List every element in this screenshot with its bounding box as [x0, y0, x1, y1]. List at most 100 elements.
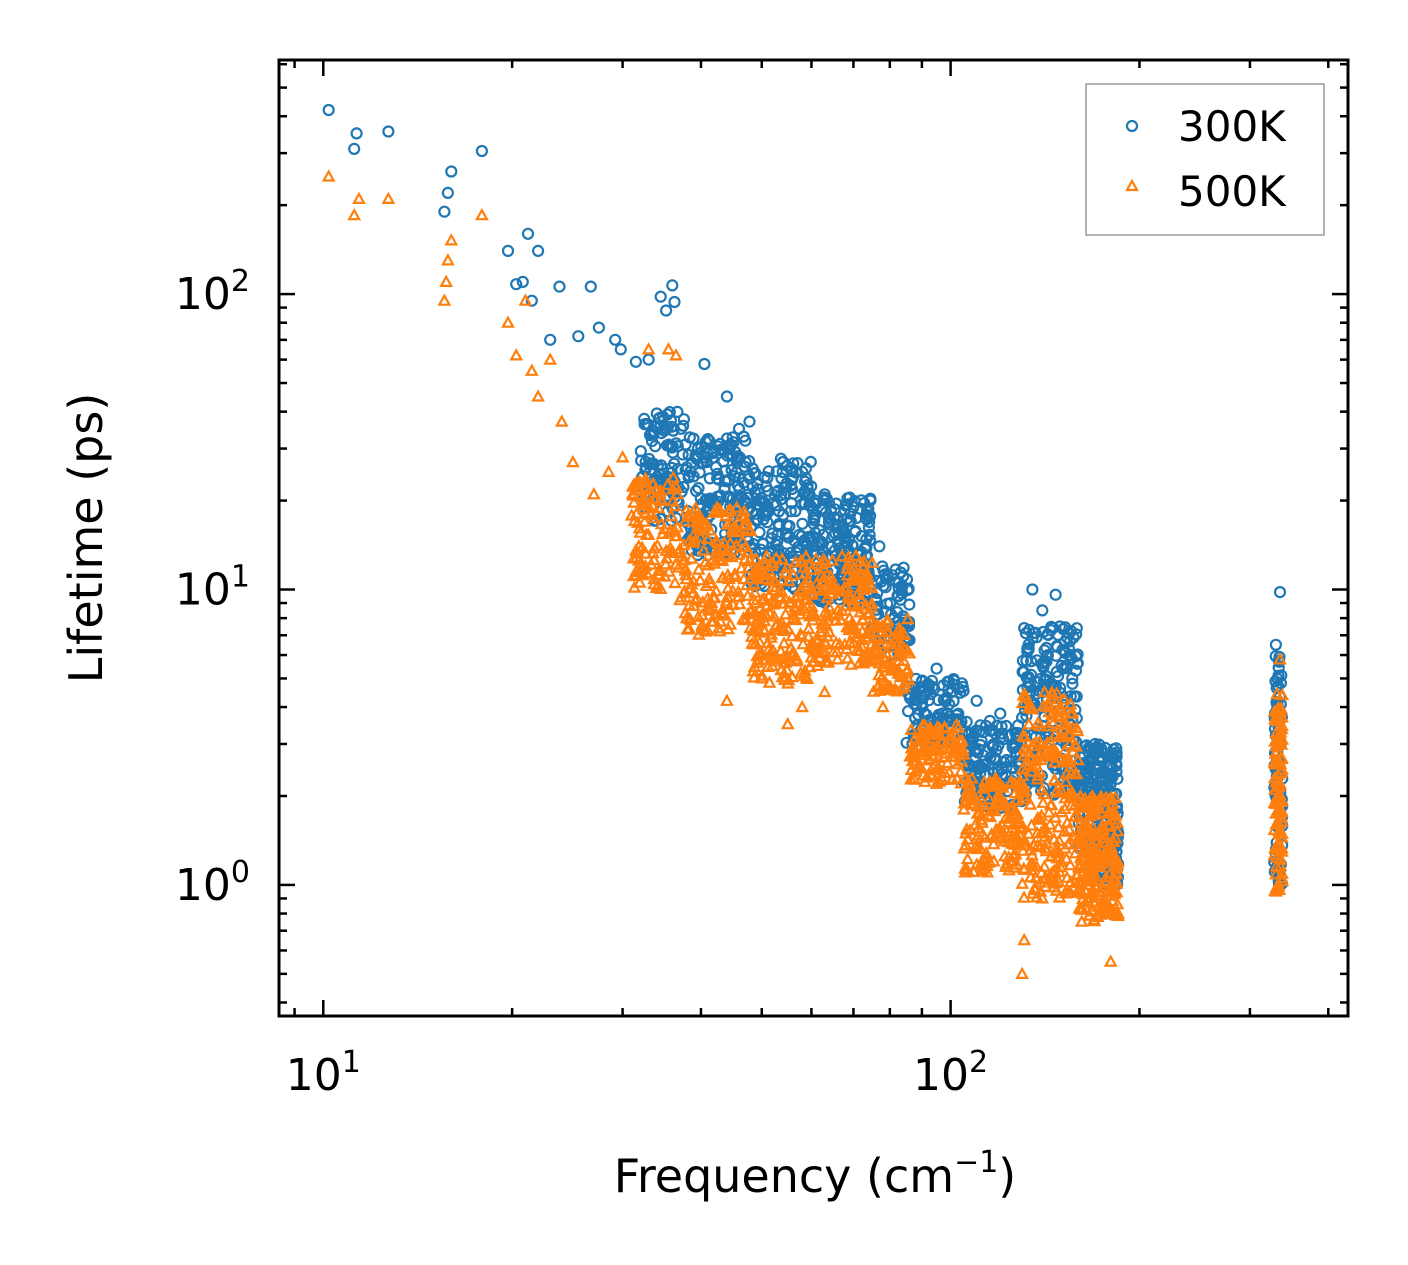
point-500k — [601, 464, 616, 477]
point-500k — [636, 501, 651, 515]
point-300k — [884, 608, 898, 621]
point-500k — [720, 517, 735, 530]
point-500k — [671, 560, 686, 573]
point-500k — [893, 669, 908, 683]
point-500k — [989, 794, 1004, 808]
point-300k — [642, 353, 655, 366]
point-300k — [698, 357, 711, 371]
point-500k — [1269, 806, 1283, 819]
point-500k — [1271, 878, 1286, 891]
legend-label-500k: 500K — [1178, 167, 1287, 216]
point-500k — [518, 293, 533, 306]
point-500k — [1033, 812, 1048, 825]
point-300k — [689, 484, 703, 497]
point-500k — [1063, 697, 1078, 710]
point-500k — [756, 555, 770, 569]
point-500k — [690, 516, 705, 529]
point-500k — [1110, 824, 1125, 837]
point-500k — [761, 659, 775, 673]
point-500k — [841, 557, 855, 570]
point-500k — [1044, 797, 1059, 810]
y-tick-label: 101 — [175, 560, 250, 616]
point-500k — [1275, 866, 1289, 879]
point-300k — [728, 470, 741, 483]
point-300k — [584, 280, 597, 293]
point-500k — [864, 580, 879, 594]
point-500k — [1062, 822, 1076, 835]
point-500k — [1047, 832, 1061, 845]
point-500k — [1078, 845, 1092, 859]
point-300k — [846, 539, 859, 552]
point-500k — [1095, 823, 1110, 836]
point-500k — [856, 650, 871, 664]
point-300k — [1037, 625, 1050, 639]
point-500k — [1034, 865, 1049, 878]
point-500k — [630, 515, 645, 528]
point-500k — [381, 191, 396, 204]
point-500k — [900, 664, 914, 678]
point-500k — [1025, 702, 1040, 715]
point-500k — [893, 627, 907, 641]
point-300k — [666, 440, 679, 453]
point-500k — [981, 808, 995, 821]
point-500k — [1059, 753, 1074, 766]
point-500k — [1035, 744, 1049, 757]
point-500k — [1057, 716, 1072, 729]
point-500k — [1072, 881, 1086, 895]
point-500k — [953, 746, 967, 759]
point-500k — [695, 607, 709, 621]
point-500k — [1036, 795, 1050, 808]
point-500k — [1015, 695, 1030, 709]
point-500k — [819, 608, 834, 622]
point-500k — [716, 541, 731, 555]
point-500k — [979, 845, 994, 859]
point-300k — [730, 456, 744, 470]
point-500k — [741, 545, 756, 558]
point-500k — [940, 755, 955, 769]
point-500k — [1017, 862, 1031, 875]
point-500k — [666, 470, 681, 483]
point-500k — [875, 660, 890, 673]
point-500k — [651, 563, 666, 577]
point-500k — [1082, 867, 1096, 881]
point-500k — [1015, 876, 1030, 889]
point-500k — [765, 593, 780, 606]
legend: 300K 500K — [1085, 83, 1325, 236]
point-500k — [792, 603, 807, 616]
point-300k — [805, 480, 818, 493]
point-500k — [1274, 810, 1289, 823]
point-500k — [827, 608, 841, 621]
point-500k — [721, 621, 735, 635]
point-500k — [942, 765, 957, 778]
point-500k — [682, 621, 696, 634]
point-300k — [879, 581, 892, 594]
point-500k — [661, 342, 676, 355]
point-500k — [732, 596, 747, 610]
point-300k — [1050, 665, 1063, 679]
point-500k — [1079, 901, 1094, 915]
point-500k — [1101, 817, 1116, 831]
point-300k — [770, 499, 783, 512]
point-500k — [1103, 865, 1118, 879]
point-500k — [1024, 764, 1039, 777]
point-500k — [797, 560, 812, 573]
point-300k — [962, 726, 975, 740]
point-500k — [847, 567, 862, 580]
point-300k — [1269, 638, 1283, 651]
point-500k — [1075, 851, 1089, 864]
point-300k — [892, 576, 906, 589]
point-500k — [1065, 720, 1080, 734]
point-300k — [907, 697, 921, 711]
point-500k — [1272, 803, 1287, 816]
point-500k — [1032, 764, 1047, 777]
point-500k — [976, 781, 990, 794]
point-500k — [957, 796, 972, 809]
point-500k — [982, 792, 997, 805]
point-500k — [662, 564, 676, 577]
point-300k — [664, 414, 678, 427]
point-500k — [1107, 850, 1121, 863]
point-500k — [501, 315, 515, 328]
point-300k — [1016, 665, 1029, 679]
point-500k — [778, 607, 793, 620]
point-500k — [688, 501, 703, 514]
